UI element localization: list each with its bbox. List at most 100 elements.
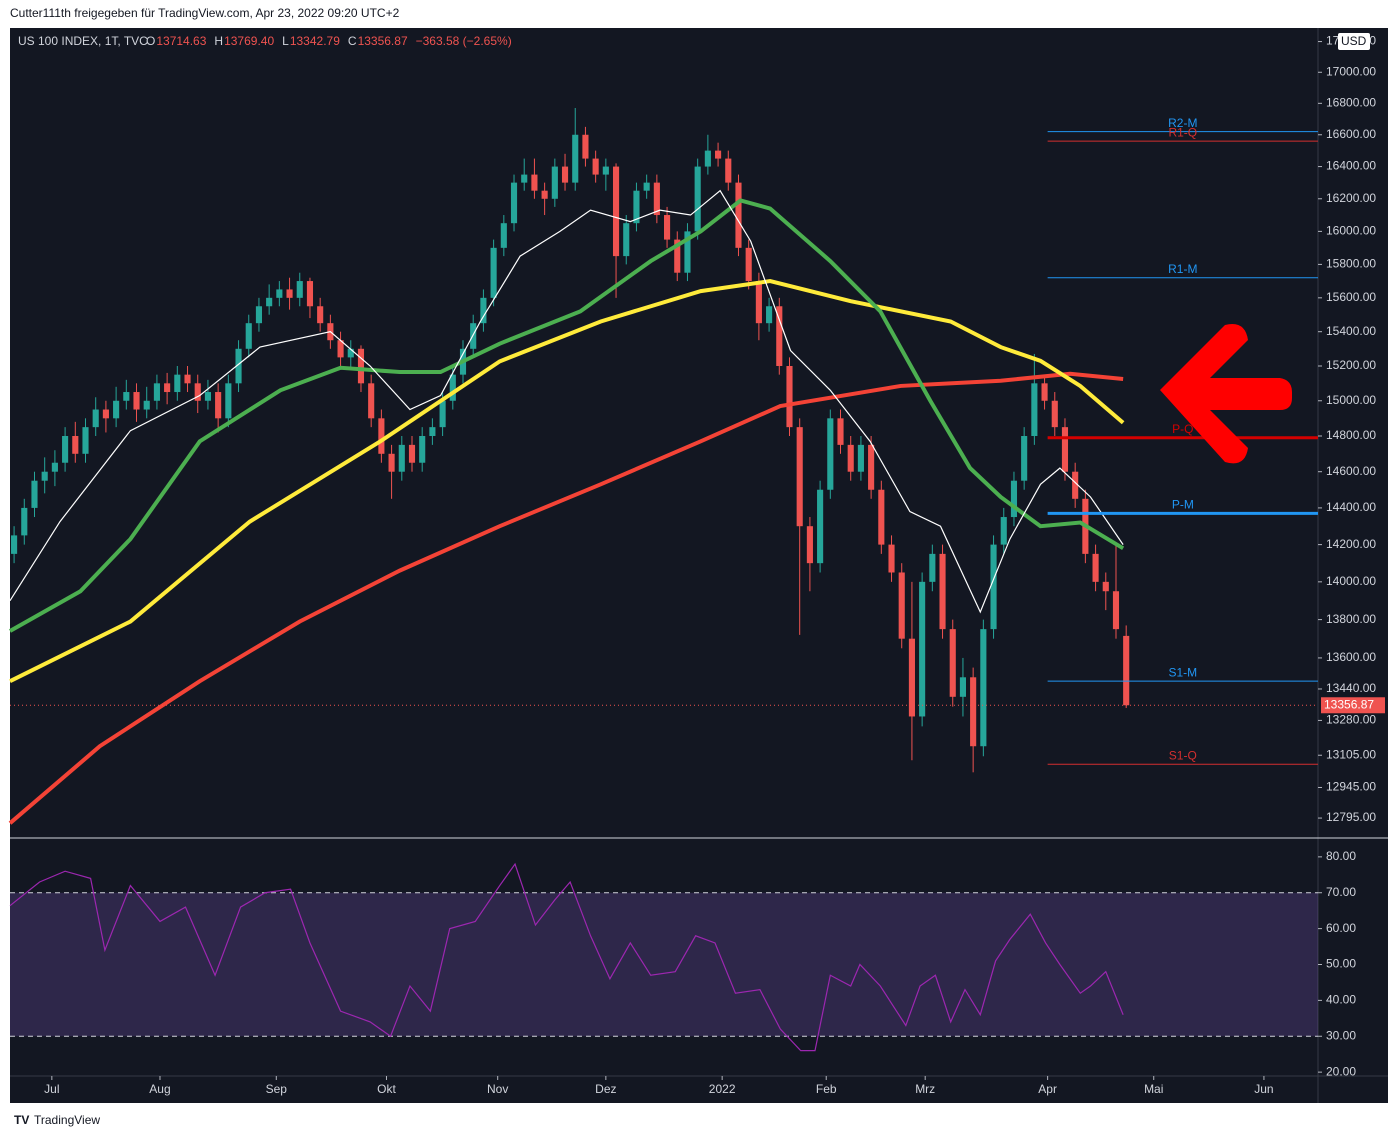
candle-body [898,572,905,639]
x-tick-label: Mrz [915,1082,935,1096]
rsi-band [10,892,1318,1037]
candle-body [429,427,436,436]
rsi-tick-label: 50.00 [1326,957,1356,971]
y-tick-label: 13600.00 [1326,650,1376,664]
candle-body [551,166,558,199]
last-price-badge [1321,697,1385,714]
candle-body [776,306,783,367]
candle-body [72,435,79,454]
candle-body [31,480,38,508]
candle-body [827,418,834,490]
y-tick-label: 15200.00 [1326,358,1376,372]
y-tick-label: 14600.00 [1326,464,1376,478]
candle-body [796,427,803,527]
symbol: US 100 INDEX, 1T, TVC [18,34,148,48]
candle-body [388,453,395,472]
y-tick-label: 16200.00 [1326,191,1376,205]
y-tick-label: 13440.00 [1326,681,1376,695]
y-tick-label: 15000.00 [1326,393,1376,407]
candle-body [929,553,936,582]
candle-body [980,629,987,747]
y-tick-label: 15600.00 [1326,290,1376,304]
candle-body [1102,581,1109,592]
candle-body [521,174,528,183]
candle-body [633,190,640,224]
candle-body [215,392,222,419]
pivot-label: R2-M [1168,116,1197,130]
moving-average [9,189,1124,614]
candle-body [541,190,548,199]
candle-body [164,383,171,393]
y-tick-label: 14000.00 [1326,574,1376,588]
candle-body [1092,553,1099,582]
candle-body [592,158,599,175]
y-tick-label: 12795.00 [1326,810,1376,824]
legend: US 100 INDEX, 1T, TVC O 13714.63 H 13769.40… [18,34,512,48]
price-pane: R2-MR1-Q R1-M P-Q P-M S1-M S1-Q [8,108,1318,825]
x-tick-label: Okt [377,1082,396,1096]
brand: TradingView [34,1113,100,1127]
candle-body [1072,471,1079,499]
candle-body [408,444,416,463]
candle-body [959,677,967,697]
rsi-tick-label: 60.00 [1326,921,1356,935]
candle-body [82,427,89,454]
change: −363.58 (−2.65%) [416,34,512,48]
x-tick-label: Nov [487,1082,508,1096]
candle-body [715,150,722,159]
candle-body [970,677,977,747]
candle-body [908,638,915,717]
rsi-tick-label: 30.00 [1326,1028,1356,1042]
candle-body [286,289,293,298]
candle-body [317,306,324,324]
pivot-label: R1-M [1168,262,1197,276]
candle-body [766,306,773,324]
candle-body [357,348,365,384]
ohlc-label: O [146,34,155,48]
pivot-label: P-M [1172,498,1194,512]
candle-body [653,182,660,216]
candle-body [531,174,538,191]
candle-body [368,383,375,419]
ohlc-label: L [282,34,289,48]
y-tick-label: 13280.00 [1326,713,1376,727]
candle-body [11,535,18,554]
candle-body [1031,383,1038,436]
candle-body [847,444,854,472]
ohlc-value: 13342.79 [290,34,340,48]
candle-body [235,348,242,384]
x-tick-label: Mai [1144,1082,1163,1096]
rsi-line [9,862,1124,1052]
y-tick-label: 16800.00 [1326,96,1376,110]
candle-body [735,182,742,248]
pivot-label: S1-Q [1169,748,1197,762]
candle-body [704,150,711,167]
candle-body [41,471,48,481]
candle-body [276,289,283,298]
y-tick-label: 12945.00 [1326,780,1376,794]
candle-body [612,166,620,257]
last-price: 13356.87 [1324,697,1374,711]
y-tick-label: 14200.00 [1326,537,1376,551]
candle-body [123,392,130,401]
moving-average [9,279,1125,683]
y-tick-label: 17000.00 [1326,64,1376,78]
candle-body [990,544,997,630]
rsi-pane [9,862,1318,1052]
candle-body [623,223,630,257]
pivot-label: R1-Q [1168,125,1197,139]
candle-body [347,348,354,358]
candle-body [602,166,609,175]
candle-body [725,158,732,183]
candle-body [1112,591,1120,630]
candle-body [266,297,273,307]
currency-badge [1338,33,1370,50]
candle-body [1051,400,1058,428]
y-tick-label: 15400.00 [1326,324,1376,338]
candle-body [102,409,109,419]
y-tick-label: 16600.00 [1326,127,1376,141]
y-tick-label: 15800.00 [1326,257,1376,271]
candle-body [143,400,150,410]
candle-body [153,383,160,401]
